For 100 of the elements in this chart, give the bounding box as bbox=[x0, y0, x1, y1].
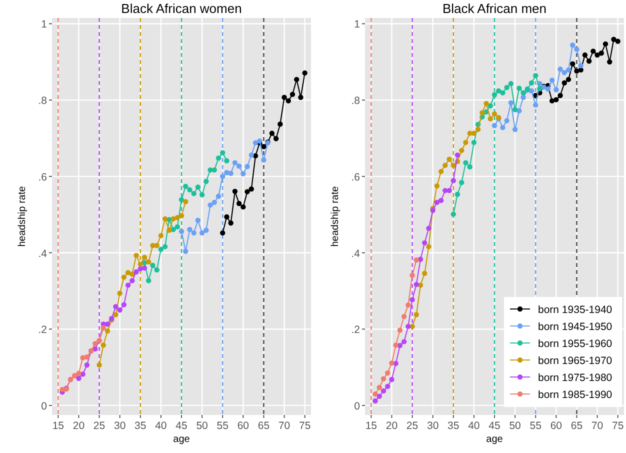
point bbox=[199, 192, 205, 198]
x-tick-label: 45 bbox=[176, 420, 188, 432]
point bbox=[191, 190, 196, 196]
point bbox=[607, 59, 612, 64]
x-tick-label: 20 bbox=[72, 420, 85, 432]
point bbox=[195, 184, 201, 190]
point bbox=[294, 76, 300, 82]
point bbox=[496, 88, 502, 94]
point bbox=[154, 242, 160, 248]
point bbox=[590, 48, 596, 54]
x-tick-label: 65 bbox=[258, 420, 270, 432]
point bbox=[298, 94, 304, 100]
point bbox=[442, 162, 448, 168]
y-tick-label: 0 bbox=[354, 400, 360, 412]
point bbox=[278, 122, 283, 127]
x-tick-label: 55 bbox=[530, 420, 542, 432]
point bbox=[594, 52, 600, 58]
point bbox=[100, 342, 106, 348]
point bbox=[273, 136, 279, 142]
point bbox=[504, 118, 510, 124]
point bbox=[376, 394, 382, 399]
point bbox=[232, 188, 238, 194]
point bbox=[158, 232, 164, 238]
point bbox=[134, 269, 139, 274]
point bbox=[178, 213, 184, 218]
point bbox=[385, 384, 390, 389]
point bbox=[216, 194, 222, 199]
point bbox=[187, 187, 192, 192]
x-tick-label: 70 bbox=[591, 420, 604, 432]
point bbox=[516, 86, 522, 91]
point bbox=[261, 157, 266, 163]
point bbox=[450, 212, 456, 217]
point bbox=[146, 278, 152, 284]
point bbox=[500, 90, 506, 96]
point bbox=[76, 376, 82, 381]
point bbox=[204, 228, 209, 233]
x-axis-title: age bbox=[486, 434, 504, 445]
point bbox=[533, 102, 538, 108]
point bbox=[130, 272, 135, 277]
point bbox=[240, 204, 246, 210]
point bbox=[248, 186, 254, 192]
point bbox=[446, 188, 452, 194]
point bbox=[598, 50, 604, 56]
y-tick-label: 1 bbox=[354, 18, 360, 31]
x-tick-label: 60 bbox=[550, 420, 562, 432]
point bbox=[248, 152, 254, 158]
point bbox=[142, 254, 148, 260]
point bbox=[372, 391, 378, 397]
point bbox=[380, 388, 386, 394]
point bbox=[426, 244, 432, 250]
point bbox=[533, 73, 538, 78]
point bbox=[397, 328, 403, 333]
point bbox=[480, 110, 485, 116]
point bbox=[520, 90, 526, 96]
point bbox=[454, 152, 460, 158]
y-tick-label: .6 bbox=[351, 171, 360, 184]
chart-title: Black African women bbox=[121, 1, 242, 16]
point bbox=[528, 80, 534, 86]
x-tick-label: 65 bbox=[570, 420, 583, 432]
point bbox=[438, 198, 444, 204]
point bbox=[117, 290, 122, 296]
point bbox=[104, 328, 110, 334]
point bbox=[570, 61, 576, 66]
x-axis-title: age bbox=[173, 434, 190, 445]
point bbox=[414, 312, 419, 318]
point bbox=[401, 314, 407, 320]
point bbox=[562, 80, 567, 86]
point bbox=[508, 100, 514, 106]
point bbox=[244, 164, 250, 170]
point bbox=[113, 304, 118, 310]
point bbox=[566, 67, 572, 73]
x-tick-label: 25 bbox=[406, 420, 418, 432]
point bbox=[125, 270, 131, 276]
x-tick-label: 40 bbox=[155, 420, 167, 432]
y-tick-label: .8 bbox=[351, 95, 360, 108]
legend-label: born 1945-1950 bbox=[538, 321, 612, 333]
point bbox=[446, 156, 452, 162]
point bbox=[570, 42, 576, 48]
point bbox=[488, 103, 493, 108]
point bbox=[170, 216, 176, 222]
point bbox=[406, 302, 411, 308]
point bbox=[484, 100, 489, 106]
point bbox=[463, 140, 468, 146]
x-tick-label: 30 bbox=[426, 420, 439, 432]
point bbox=[228, 220, 234, 226]
point bbox=[166, 228, 172, 233]
point bbox=[422, 270, 428, 276]
point bbox=[236, 200, 242, 206]
point bbox=[528, 88, 534, 94]
point bbox=[554, 87, 559, 92]
x-tick-label: 15 bbox=[52, 420, 64, 432]
y-tick-label: .8 bbox=[38, 95, 48, 108]
point bbox=[434, 183, 440, 189]
point bbox=[142, 265, 148, 271]
point bbox=[302, 70, 308, 76]
x-tick-label: 40 bbox=[468, 420, 480, 432]
point bbox=[138, 262, 143, 267]
point bbox=[508, 81, 514, 86]
point bbox=[220, 150, 226, 156]
point bbox=[611, 36, 616, 42]
